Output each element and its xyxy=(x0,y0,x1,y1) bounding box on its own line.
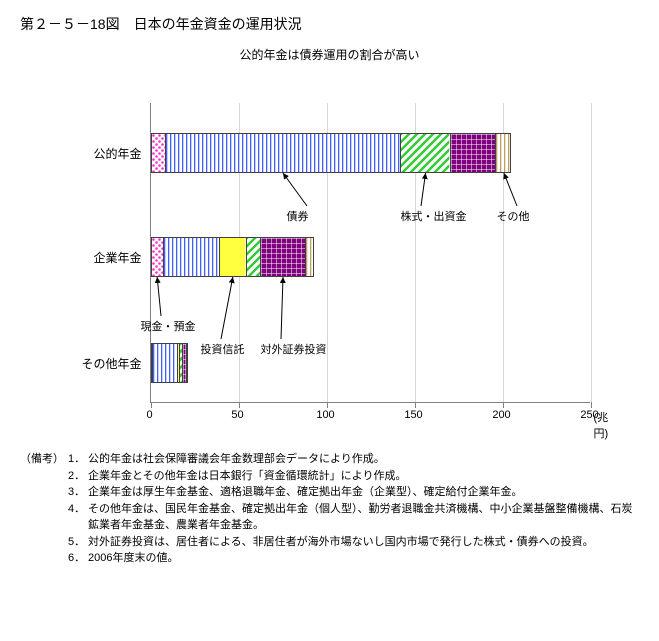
footnote-text: 対外証券投資は、居住者による、非居住者が海外市場ないし国内市場で発行した株式・債… xyxy=(88,534,639,551)
footnote-number: 1． xyxy=(68,451,88,468)
annotation-label: 投資信託 xyxy=(201,341,245,357)
x-tick xyxy=(151,402,152,408)
footnote-number: 3． xyxy=(68,484,88,501)
bar-segment-foreign xyxy=(260,237,306,277)
bar-segment-bonds xyxy=(165,133,401,173)
footnote-lead xyxy=(20,484,68,501)
x-tick-label: 100 xyxy=(316,409,334,421)
bar-segment-other xyxy=(305,237,314,277)
footnote-row: （備考）1．公的年金は社会保障審議会年金数理部会データにより作成。 xyxy=(20,451,639,468)
annotation-label: 債券 xyxy=(287,208,309,224)
x-tick-label: 0 xyxy=(146,409,152,421)
bar-row xyxy=(151,343,188,383)
bar-row xyxy=(151,133,512,173)
bar-segment-cash xyxy=(151,237,163,277)
footnote-text: 企業年金とその他年金は日本銀行「資金循環統計」により作成。 xyxy=(88,468,639,485)
bar-segment-other xyxy=(186,343,188,383)
footnote-text: 2006年度末の値。 xyxy=(88,550,639,567)
footnote-text: その他年金は、国民年金基金、確定拠出年金（個人型）、勤労者退職金共済機構、中小企… xyxy=(88,501,639,534)
annotation-label: 株式・出資金 xyxy=(401,208,467,224)
x-tick-label: 200 xyxy=(492,409,510,421)
x-tick xyxy=(327,402,328,408)
y-category-label: その他年金 xyxy=(50,355,142,372)
footnote-row: 4．その他年金は、国民年金基金、確定拠出年金（個人型）、勤労者退職金共済機構、中… xyxy=(20,501,639,534)
x-tick xyxy=(591,402,592,408)
page-subtitle: 公的年金は債券運用の割合が高い xyxy=(20,46,639,63)
footnote-number: 2． xyxy=(68,468,88,485)
footnote-lead xyxy=(20,534,68,551)
annotation-label: その他 xyxy=(497,208,530,224)
footnote-number: 6． xyxy=(68,550,88,567)
footnote-lead: （備考） xyxy=(20,451,68,468)
x-tick-label: 150 xyxy=(404,409,422,421)
footnote-lead xyxy=(20,501,68,534)
footnote-lead xyxy=(20,550,68,567)
gridline xyxy=(591,103,592,402)
bar-segment-trust xyxy=(219,237,245,277)
footnote-lead xyxy=(20,468,68,485)
footnote-text: 企業年金は厚生年金基金、適格退職年金、確定拠出年金（企業型）、確定給付企業年金。 xyxy=(88,484,639,501)
page-title: 第２－５－18図 日本の年金資金の運用状況 xyxy=(20,14,639,34)
footnote-number: 5． xyxy=(68,534,88,551)
footnote-number: 4． xyxy=(68,501,88,534)
annotation-label: 現金・預金 xyxy=(141,318,196,334)
plot-area: 債券株式・出資金その他現金・預金投資信託対外証券投資 xyxy=(150,103,590,403)
footnote-row: 3．企業年金は厚生年金基金、適格退職年金、確定拠出年金（企業型）、確定給付企業年… xyxy=(20,484,639,501)
x-tick xyxy=(239,402,240,408)
bar-segment-equity xyxy=(246,237,260,277)
x-tick-label: 50 xyxy=(231,409,243,421)
annotation-label: 対外証券投資 xyxy=(261,341,327,357)
bar-segment-foreign xyxy=(450,133,496,173)
x-axis-unit: (兆円) xyxy=(594,409,610,441)
bar-segment-bonds xyxy=(152,343,177,383)
y-category-label: 公的年金 xyxy=(50,145,142,162)
footnote-row: 5．対外証券投資は、居住者による、非居住者が海外市場ないし国内市場で発行した株式… xyxy=(20,534,639,551)
y-category-label: 企業年金 xyxy=(50,249,142,266)
x-tick xyxy=(415,402,416,408)
footnote-row: 2．企業年金とその他年金は日本銀行「資金循環統計」により作成。 xyxy=(20,468,639,485)
x-tick xyxy=(503,402,504,408)
footnote-text: 公的年金は社会保障審議会年金数理部会データにより作成。 xyxy=(88,451,639,468)
bar-row xyxy=(151,237,315,277)
bar-segment-other xyxy=(495,133,511,173)
footnotes: （備考）1．公的年金は社会保障審議会年金数理部会データにより作成。2．企業年金と… xyxy=(20,451,639,567)
bar-segment-bonds xyxy=(163,237,219,277)
chart: 債券株式・出資金その他現金・預金投資信託対外証券投資 0501001502002… xyxy=(50,93,610,433)
bar-segment-cash xyxy=(151,133,165,173)
bar-segment-equity xyxy=(400,133,449,173)
footnote-row: 6．2006年度末の値。 xyxy=(20,550,639,567)
